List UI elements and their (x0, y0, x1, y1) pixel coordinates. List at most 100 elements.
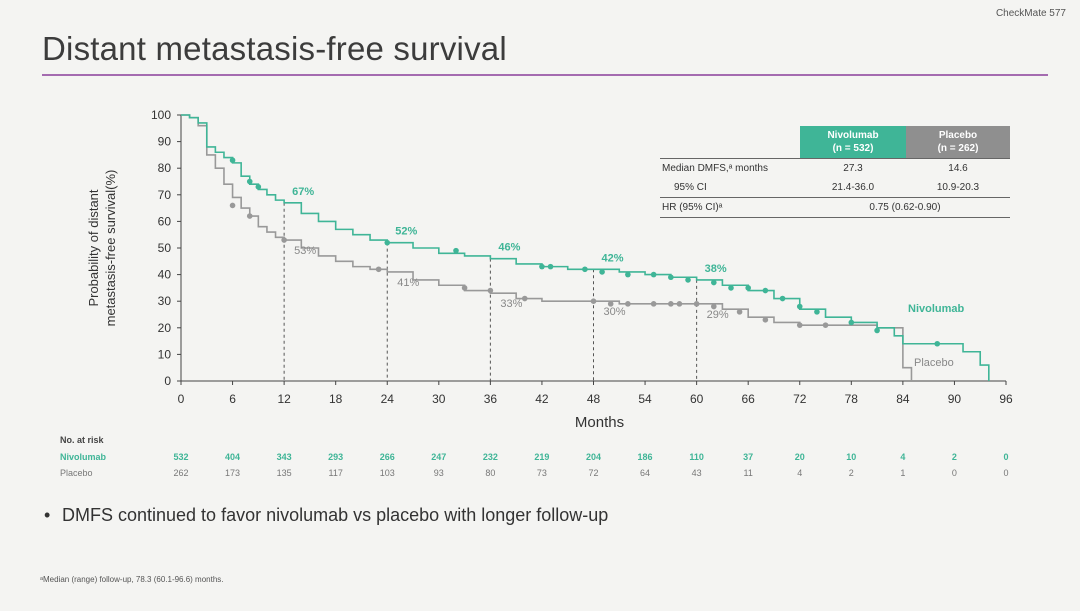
placebo-censor-mark (625, 301, 631, 307)
placebo-censor-mark (796, 322, 803, 328)
bullet-point: • DMFS continued to favor nivolumab vs pl… (44, 505, 608, 526)
at-risk-placebo-value: 0 (1003, 468, 1008, 478)
at-risk-nivolumab-value: 204 (586, 452, 601, 462)
y-axis-label-line1: Probability of distant (86, 189, 101, 306)
x-tick-label: 78 (845, 392, 859, 406)
at-risk-placebo-value: 43 (692, 468, 702, 478)
nivolumab-censor-mark (625, 271, 631, 278)
nivolumab-censor-mark (814, 309, 820, 315)
at-risk-nivolumab-value: 219 (534, 452, 549, 462)
nivolumab-milestone-label: 42% (602, 252, 624, 264)
x-tick-label: 30 (432, 392, 446, 406)
at-risk-placebo-value: 117 (329, 468, 343, 478)
at-risk-nivolumab-value: 343 (277, 452, 292, 462)
x-tick-label: 36 (484, 392, 498, 406)
table-row-label: HR (95% CI)ᵃ (662, 202, 723, 213)
nivolumab-censor-mark (796, 303, 803, 310)
y-tick-label: 0 (164, 374, 171, 388)
at-risk-nivolumab-value: 404 (225, 452, 240, 462)
at-risk-nivolumab-value: 266 (380, 452, 395, 462)
median-dmfs-table: Nivolumab (n = 532) Placebo (n = 262) Me… (660, 126, 1010, 218)
table-header-placebo-name: Placebo (938, 130, 978, 141)
at-risk-placebo-value: 103 (380, 468, 395, 478)
at-risk-nivolumab-value: 37 (743, 452, 753, 462)
table-row-label: Median DMFS,ᵃ months (662, 163, 768, 174)
at-risk-placebo-value: 2 (849, 468, 854, 478)
placebo-censor-mark (762, 317, 769, 323)
nivolumab-censor-mark (582, 266, 588, 273)
at-risk-title: No. at risk (60, 435, 105, 445)
nivolumab-censor-mark (779, 295, 786, 302)
nivolumab-censor-mark (453, 247, 459, 254)
table-cell-placebo: 14.6 (948, 163, 968, 174)
y-tick-label: 60 (158, 214, 172, 228)
nivolumab-censor-mark (685, 277, 691, 283)
x-tick-label: 6 (229, 392, 236, 406)
x-tick-label: 90 (948, 392, 962, 406)
placebo-milestone-label: 29% (707, 309, 729, 321)
x-tick-label: 18 (329, 392, 343, 406)
at-risk-nivolumab-value: 110 (689, 452, 704, 462)
at-risk-placebo-value: 0 (952, 468, 957, 478)
table-row-label: 95% CI (674, 182, 707, 193)
at-risk-nivolumab-value: 293 (328, 452, 343, 462)
placebo-censor-mark (693, 301, 700, 307)
table-header-nivolumab: Nivolumab (n = 532) (800, 126, 906, 158)
x-tick-label: 12 (277, 392, 291, 406)
nivolumab-censor-mark (711, 279, 717, 286)
placebo-censor-mark (650, 301, 657, 307)
nivolumab-censor-mark (255, 184, 262, 190)
placebo-censor-mark (736, 309, 743, 315)
table-cell-hr: 0.75 (0.62-0.90) (869, 202, 941, 213)
nivolumab-series-label: Nivolumab (908, 303, 965, 315)
at-risk-placebo-value: 135 (277, 468, 292, 478)
placebo-survival-line (181, 114, 913, 381)
nivolumab-censor-mark (762, 287, 769, 294)
y-tick-label: 30 (158, 294, 172, 308)
y-axis-label-line2: metastasis-free survival(%) (103, 170, 118, 327)
x-tick-label: 60 (690, 392, 704, 406)
table-cell-nivolumab: 27.3 (843, 163, 863, 174)
x-tick-label: 48 (587, 392, 601, 406)
x-tick-label: 96 (999, 392, 1013, 406)
nivolumab-censor-mark (668, 274, 674, 281)
at-risk-nivolumab-value: 4 (900, 452, 905, 462)
y-tick-label: 70 (158, 188, 172, 202)
nivolumab-milestone-label: 38% (705, 263, 727, 275)
nivolumab-censor-mark (650, 271, 657, 278)
title-divider (42, 74, 1048, 76)
y-tick-label: 80 (158, 161, 172, 175)
x-tick-label: 84 (896, 392, 910, 406)
placebo-milestone-label: 33% (500, 298, 522, 310)
x-tick-label: 0 (178, 392, 185, 406)
at-risk-placebo-value: 93 (434, 468, 444, 478)
at-risk-placebo-value: 80 (485, 468, 495, 478)
nivolumab-censor-mark (728, 285, 734, 291)
placebo-milestone-label: 53% (294, 245, 316, 257)
at-risk-nivolumab-value: 232 (483, 452, 498, 462)
nivolumab-milestone-label: 67% (292, 186, 314, 198)
at-risk-nivolumab-value: 186 (638, 452, 653, 462)
x-tick-label: 24 (381, 392, 395, 406)
nivolumab-milestone-label: 46% (498, 242, 520, 254)
at-risk-placebo-value: 64 (640, 468, 650, 478)
at-risk-nivolumab-value: 247 (431, 452, 446, 462)
table-header-nivolumab-name: Nivolumab (827, 130, 879, 141)
at-risk-nivolumab-value: 532 (173, 452, 188, 462)
x-axis-label: Months (575, 414, 624, 431)
table-row-hr: HR (95% CI)ᵃ 0.75 (0.62-0.90) (660, 198, 1010, 218)
y-tick-label: 40 (158, 268, 172, 282)
nivolumab-censor-mark (384, 239, 391, 246)
placebo-milestone-label: 41% (397, 277, 419, 289)
nivolumab-survival-line (181, 114, 990, 381)
table-row-median: Median DMFS,ᵃ months 27.3 14.6 (660, 158, 1010, 178)
y-tick-label: 90 (158, 135, 172, 149)
placebo-censor-mark (711, 303, 717, 310)
y-tick-label: 10 (158, 347, 172, 361)
at-risk-placebo-value: 4 (797, 468, 802, 478)
at-risk-placebo-value: 72 (588, 468, 598, 478)
at-risk-placebo-value: 11 (744, 468, 753, 478)
at-risk-nivolumab-value: 0 (1003, 452, 1008, 462)
table-header-placebo-n: (n = 262) (937, 143, 979, 154)
